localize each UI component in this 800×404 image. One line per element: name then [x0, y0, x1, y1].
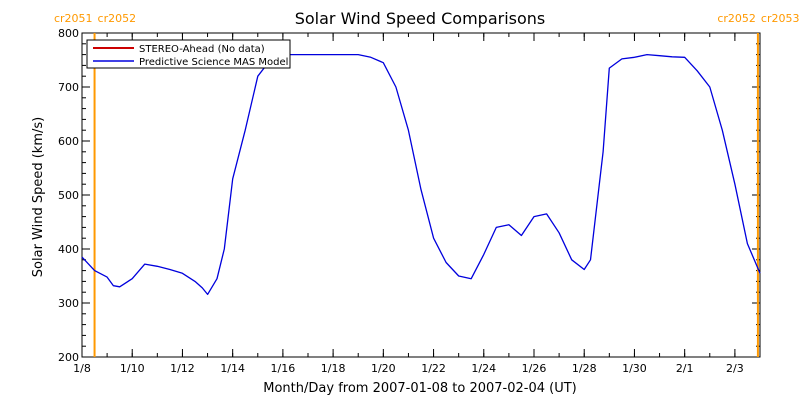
x-tick-label: 1/18 — [321, 362, 346, 375]
x-tick-label: 1/26 — [522, 362, 547, 375]
plot-area: 200 300 400 500 600 700 800 1/8 1/10 1/12 1/14 1/16… — [54, 12, 800, 375]
x-axis-label: Month/Day from 2007-01-08 to 2007-02-04 … — [263, 381, 576, 396]
y-tick-label: 700 — [58, 81, 79, 94]
y-axis-label: Solar Wind Speed (km/s) — [31, 117, 46, 277]
rotation-label-before: cr2052 — [717, 12, 756, 25]
x-tick-label: 1/22 — [421, 362, 446, 375]
plot-frame — [81, 32, 761, 358]
legend-frame — [86, 39, 291, 69]
x-tick-label: 1/10 — [120, 362, 145, 375]
rotation-label-before: cr2051 — [54, 12, 93, 25]
x-tick-label: 1/14 — [220, 362, 245, 375]
y-tick-label: 300 — [58, 297, 79, 310]
x-tick-label: 2/1 — [676, 362, 694, 375]
legend: STEREO-Ahead (No data) Predictive Scienc… — [86, 39, 291, 69]
y-tick-label: 400 — [58, 243, 79, 256]
y-tick-label: 600 — [58, 135, 79, 148]
rotation-label-after: cr2053 — [761, 12, 800, 25]
rotation-label-after: cr2052 — [98, 12, 137, 25]
x-tick-label: 1/8 — [73, 362, 91, 375]
x-tick-label: 1/12 — [170, 362, 195, 375]
x-tick-label: 2/3 — [726, 362, 744, 375]
y-tick-label: 500 — [58, 189, 79, 202]
x-tick-label: 1/16 — [271, 362, 296, 375]
y-tick-label: 200 — [58, 351, 79, 364]
legend-label-stereo-ahead: STEREO-Ahead (No data) — [139, 44, 265, 55]
chart-title: Solar Wind Speed Comparisons — [295, 9, 546, 28]
x-tick-label: 1/28 — [572, 362, 597, 375]
x-tick-label: 1/20 — [371, 362, 396, 375]
legend-label-mas-model: Predictive Science MAS Model — [139, 57, 288, 68]
x-tick-label: 1/24 — [471, 362, 496, 375]
y-tick-label: 800 — [58, 27, 79, 40]
series-line-mas-model — [81, 53, 761, 296]
x-tick-label: 1/30 — [622, 362, 647, 375]
